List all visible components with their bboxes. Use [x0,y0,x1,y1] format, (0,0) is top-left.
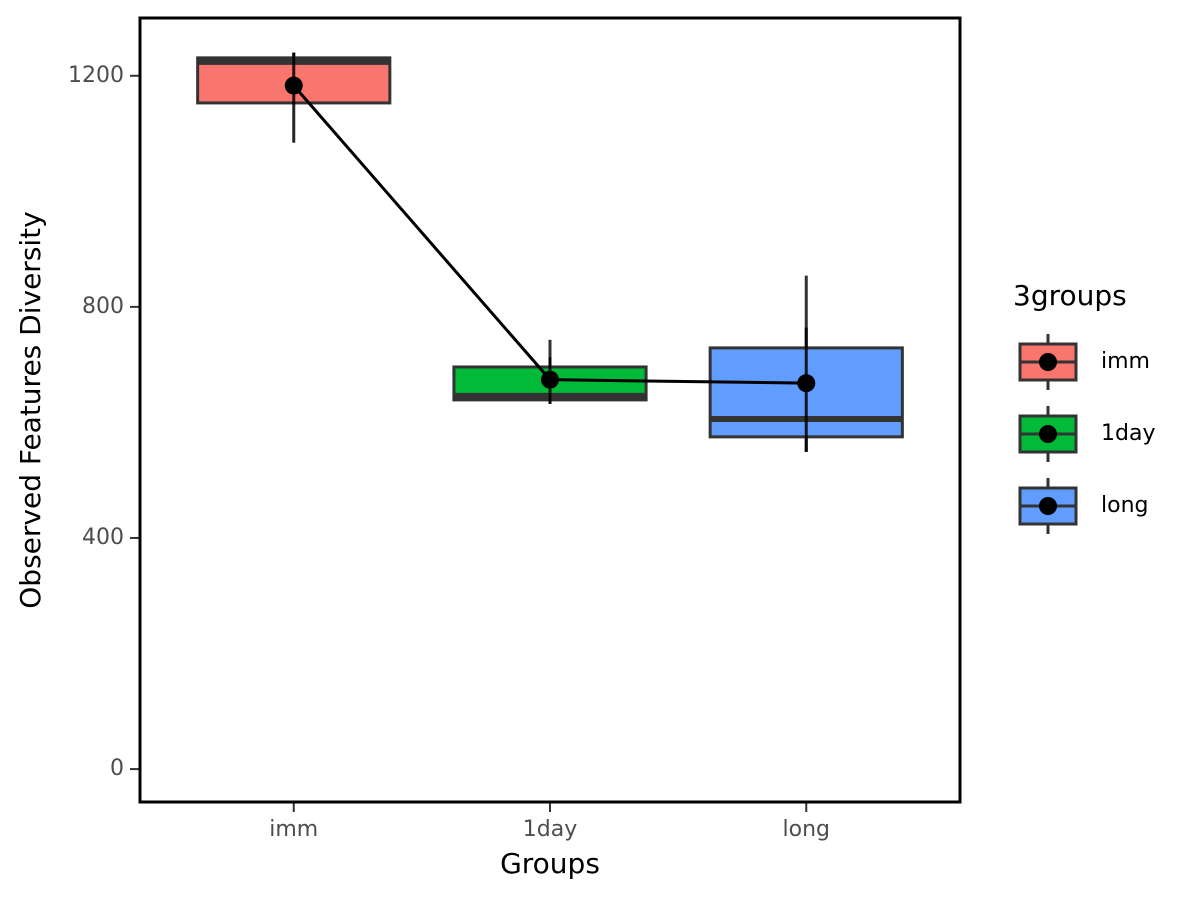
legend-label: imm [1101,349,1150,374]
mean-point [541,370,559,389]
x-tick-label: long [783,817,830,842]
x-tick-label: 1day [523,817,577,842]
x-axis-title: Groups [500,847,600,880]
y-tick-label: 400 [82,525,124,550]
legend-label: long [1101,493,1148,518]
legend-label: 1day [1101,421,1155,446]
legend-point [1039,425,1057,443]
legend-title: 3groups [1013,279,1127,312]
mean-point [797,374,816,393]
legend-point [1039,497,1057,515]
y-axis-title: Observed Features Diversity [14,211,47,608]
mean-line [292,84,807,385]
x-tick-label: imm [269,817,318,842]
y-tick-label: 0 [110,756,124,781]
y-tick-label: 1200 [68,63,124,88]
y-tick-label: 800 [82,294,124,319]
mean-point [284,76,303,95]
legend-point [1039,353,1057,371]
panel-border [138,16,962,804]
